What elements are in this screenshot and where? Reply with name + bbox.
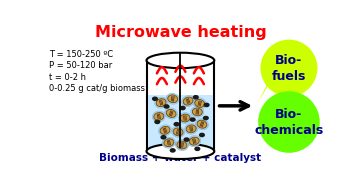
Text: t = 0-2 h: t = 0-2 h	[49, 73, 86, 82]
Ellipse shape	[182, 96, 194, 107]
Ellipse shape	[166, 93, 179, 104]
Ellipse shape	[199, 133, 205, 137]
Ellipse shape	[159, 125, 171, 136]
Ellipse shape	[155, 97, 168, 108]
Text: 0-0.25 g cat/g biomass: 0-0.25 g cat/g biomass	[49, 84, 145, 93]
Ellipse shape	[195, 99, 204, 107]
Ellipse shape	[152, 96, 158, 101]
Ellipse shape	[164, 139, 174, 147]
Ellipse shape	[168, 95, 178, 103]
Text: Microwave heating: Microwave heating	[95, 25, 266, 40]
Ellipse shape	[170, 148, 176, 153]
Polygon shape	[265, 108, 281, 118]
Ellipse shape	[154, 120, 160, 124]
Ellipse shape	[174, 122, 180, 126]
Ellipse shape	[164, 104, 170, 109]
Ellipse shape	[146, 53, 214, 68]
Ellipse shape	[203, 103, 210, 107]
Text: Biomass + water + catalyst: Biomass + water + catalyst	[99, 153, 261, 163]
Ellipse shape	[171, 126, 185, 137]
Ellipse shape	[188, 136, 201, 147]
Ellipse shape	[160, 126, 170, 134]
Ellipse shape	[191, 106, 204, 117]
Ellipse shape	[180, 106, 186, 110]
Ellipse shape	[203, 116, 209, 120]
Ellipse shape	[193, 95, 199, 100]
Text: P = 50-120 bar: P = 50-120 bar	[49, 61, 112, 70]
Ellipse shape	[173, 128, 183, 136]
Ellipse shape	[197, 120, 207, 128]
Ellipse shape	[185, 123, 198, 134]
Ellipse shape	[154, 113, 164, 120]
Polygon shape	[257, 57, 285, 104]
Ellipse shape	[175, 139, 188, 150]
Ellipse shape	[184, 137, 190, 142]
Ellipse shape	[190, 117, 196, 122]
Text: T = 150-250 ºC: T = 150-250 ºC	[49, 50, 113, 59]
Ellipse shape	[186, 125, 196, 133]
Ellipse shape	[180, 114, 190, 122]
Ellipse shape	[162, 137, 175, 148]
Ellipse shape	[183, 97, 193, 105]
Ellipse shape	[189, 137, 199, 145]
Ellipse shape	[192, 108, 202, 116]
Text: Bio-
fuels: Bio- fuels	[272, 54, 306, 83]
Ellipse shape	[152, 111, 165, 122]
Ellipse shape	[146, 144, 214, 159]
Ellipse shape	[156, 99, 166, 107]
Polygon shape	[148, 95, 213, 150]
Ellipse shape	[165, 108, 178, 119]
Circle shape	[258, 91, 320, 153]
Ellipse shape	[160, 135, 166, 140]
Ellipse shape	[194, 146, 200, 151]
Ellipse shape	[179, 113, 192, 123]
Circle shape	[261, 40, 318, 97]
Ellipse shape	[195, 119, 208, 130]
Ellipse shape	[166, 109, 176, 117]
Polygon shape	[146, 60, 214, 151]
Ellipse shape	[177, 141, 187, 149]
Text: Bio-
chemicals: Bio- chemicals	[254, 108, 324, 136]
Ellipse shape	[193, 98, 206, 109]
